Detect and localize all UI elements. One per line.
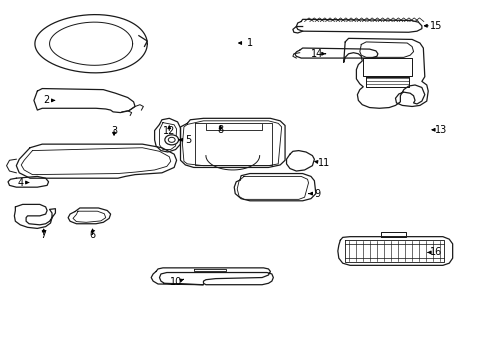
Polygon shape (234, 174, 316, 201)
Polygon shape (14, 204, 55, 228)
Circle shape (168, 137, 175, 142)
Text: 16: 16 (430, 247, 442, 257)
Polygon shape (343, 39, 428, 108)
Polygon shape (338, 237, 453, 265)
Text: 10: 10 (170, 277, 182, 287)
Polygon shape (151, 268, 273, 285)
Text: 9: 9 (314, 189, 320, 199)
Polygon shape (296, 19, 422, 32)
Text: 6: 6 (90, 230, 96, 239)
Text: 15: 15 (430, 21, 443, 31)
Text: 14: 14 (311, 49, 323, 59)
Polygon shape (295, 48, 378, 58)
Text: 2: 2 (43, 95, 49, 105)
Text: 5: 5 (185, 135, 191, 145)
Text: 8: 8 (218, 125, 223, 135)
Polygon shape (155, 118, 180, 152)
Circle shape (165, 135, 178, 145)
Text: 4: 4 (17, 177, 24, 188)
Text: 12: 12 (163, 126, 175, 135)
Polygon shape (35, 15, 147, 73)
Polygon shape (34, 89, 135, 113)
Polygon shape (180, 118, 285, 167)
Polygon shape (287, 150, 315, 171)
Text: 1: 1 (247, 38, 253, 48)
Text: 7: 7 (41, 230, 47, 239)
Text: 11: 11 (318, 158, 330, 168)
Polygon shape (49, 22, 133, 65)
Polygon shape (16, 144, 176, 178)
Polygon shape (8, 176, 49, 187)
Text: 13: 13 (435, 125, 447, 135)
Polygon shape (68, 208, 111, 224)
Text: 3: 3 (111, 126, 117, 135)
